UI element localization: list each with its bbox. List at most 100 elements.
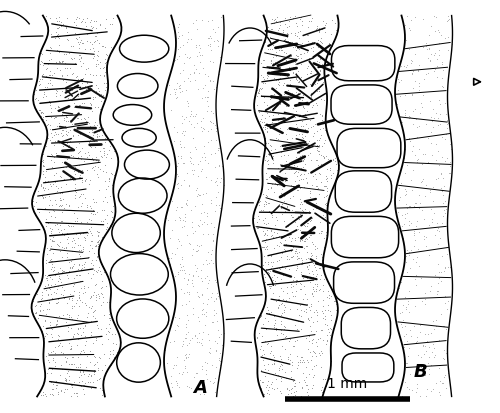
Point [169,365,177,372]
Point [321,376,329,383]
Point [89,133,97,139]
Point [282,59,290,66]
Point [58,366,66,373]
Point [50,208,58,215]
Point [79,61,87,67]
Point [62,257,70,264]
Point [320,244,328,251]
Point [308,230,316,237]
Point [278,310,286,316]
Point [288,207,296,214]
Point [106,209,114,215]
Point [426,287,434,294]
Point [192,42,200,49]
Point [55,203,63,209]
Point [95,237,103,244]
Point [287,281,295,288]
Point [296,154,304,160]
Point [170,59,178,65]
Point [204,18,212,25]
Point [302,363,310,370]
Point [56,388,64,394]
Point [278,47,286,54]
Point [180,270,188,276]
Point [400,317,407,323]
Point [418,364,426,370]
Point [92,38,100,44]
Point [36,309,44,315]
Point [63,311,71,317]
Point [32,199,40,206]
Point [183,312,191,318]
Point [40,72,48,78]
Point [181,129,189,135]
Point [187,160,195,167]
Point [68,361,76,367]
Point [199,306,207,313]
Point [270,245,278,252]
Point [58,202,66,209]
Point [96,59,104,66]
Point [92,294,100,301]
Point [437,171,445,178]
Point [286,182,294,189]
Point [177,153,185,160]
Point [308,385,316,391]
Point [68,239,76,245]
Point [313,271,321,278]
Point [295,379,303,385]
Point [308,218,316,224]
Point [51,359,59,366]
Point [309,382,317,389]
Point [193,335,201,342]
Point [404,301,412,307]
Point [175,238,183,245]
Text: 1 mm: 1 mm [328,376,368,390]
Point [52,36,60,42]
Point [99,299,107,305]
Point [38,328,46,334]
Point [45,209,53,215]
Point [292,89,300,96]
Point [292,183,300,189]
Point [420,330,428,337]
Point [90,138,98,145]
Point [50,251,58,257]
Point [94,124,102,131]
Point [322,21,330,27]
Point [442,372,450,378]
Point [53,318,61,325]
Point [256,86,264,93]
Point [400,156,408,162]
Point [304,138,312,145]
Point [428,119,436,125]
Point [438,185,446,192]
Point [192,268,200,275]
Point [204,103,212,109]
Point [43,370,51,376]
Point [308,239,316,246]
Point [73,272,81,279]
Point [323,188,331,195]
Point [399,302,407,309]
Point [402,215,409,222]
Point [59,164,67,171]
Point [100,312,108,318]
Point [58,107,66,114]
Point [95,128,103,135]
Point [77,247,85,254]
Point [303,109,311,115]
Point [426,59,434,66]
Point [95,89,103,95]
Point [77,153,85,160]
Point [276,365,283,372]
Point [174,33,182,40]
Point [422,72,430,78]
Point [272,149,280,156]
Point [281,237,289,244]
Point [259,357,267,364]
Point [215,202,223,209]
Point [292,21,300,27]
Point [268,61,276,67]
Point [206,118,214,125]
